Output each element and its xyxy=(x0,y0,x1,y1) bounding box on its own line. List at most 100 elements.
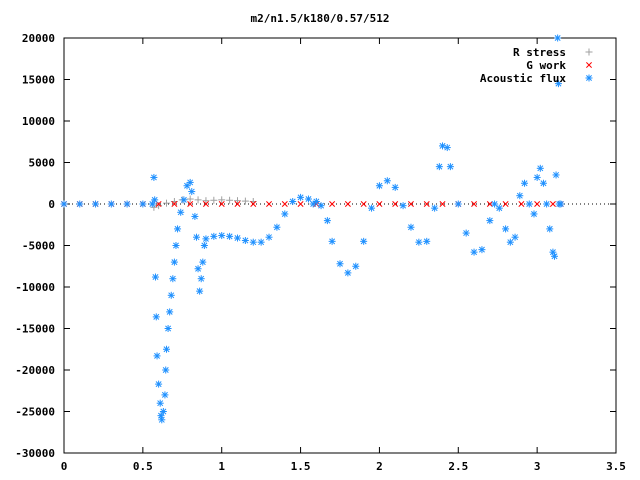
y-tick-label: -20000 xyxy=(15,364,55,377)
data-point xyxy=(249,238,257,246)
data-point xyxy=(162,366,170,374)
data-point xyxy=(435,163,443,171)
data-point xyxy=(502,225,510,233)
x-tick-label: 0 xyxy=(61,460,68,473)
data-point xyxy=(317,202,325,210)
data-point xyxy=(194,265,202,273)
x-tick-label: 3.5 xyxy=(606,460,626,473)
data-point xyxy=(375,182,383,190)
data-point xyxy=(486,217,494,225)
data-point xyxy=(543,200,551,208)
data-point xyxy=(336,260,344,268)
data-point xyxy=(478,246,486,254)
data-point xyxy=(391,183,399,191)
y-tick-label: 20000 xyxy=(22,32,55,45)
data-point xyxy=(76,200,84,208)
data-point xyxy=(107,200,115,208)
data-point xyxy=(159,408,167,415)
data-point xyxy=(557,200,565,208)
data-point xyxy=(539,179,547,187)
data-point xyxy=(431,204,439,212)
data-point xyxy=(187,201,194,207)
data-point xyxy=(218,196,226,204)
legend-marker xyxy=(585,74,593,82)
data-point xyxy=(265,233,273,241)
data-point xyxy=(241,237,249,245)
data-point xyxy=(171,201,178,207)
data-point xyxy=(191,212,199,220)
data-point xyxy=(518,201,525,207)
data-point xyxy=(534,201,541,207)
y-tick-label: -15000 xyxy=(15,323,55,336)
data-point xyxy=(297,193,305,201)
data-point xyxy=(530,210,538,218)
data-point xyxy=(550,252,558,260)
x-tick-label: 1 xyxy=(218,460,225,473)
y-tick-label: -25000 xyxy=(15,406,55,419)
data-point xyxy=(443,144,451,152)
data-point xyxy=(281,201,288,207)
data-point xyxy=(368,204,376,212)
data-point xyxy=(139,200,147,208)
x-tick-label: 2.5 xyxy=(448,460,468,473)
y-tick-label: -10000 xyxy=(15,281,55,294)
data-point xyxy=(323,217,331,225)
data-point xyxy=(153,352,161,360)
data-point xyxy=(549,201,556,207)
data-point xyxy=(218,201,225,207)
data-point xyxy=(152,313,160,321)
data-point xyxy=(546,225,554,233)
data-point xyxy=(407,223,415,231)
data-point xyxy=(166,308,174,316)
data-point xyxy=(257,238,265,246)
data-point xyxy=(304,195,312,203)
data-point xyxy=(360,201,367,207)
data-point xyxy=(202,201,209,207)
data-point xyxy=(180,196,188,204)
data-point xyxy=(297,201,304,207)
y-tick-label: 10000 xyxy=(22,115,55,128)
data-point xyxy=(552,171,560,179)
data-point xyxy=(60,200,68,208)
data-point xyxy=(289,198,297,206)
y-tick-label: 0 xyxy=(48,198,55,211)
data-point xyxy=(172,242,180,249)
x-tick-label: 3 xyxy=(534,460,541,473)
data-point xyxy=(150,173,158,181)
x-tick-label: 2 xyxy=(376,460,383,473)
data-point xyxy=(495,204,503,212)
data-point xyxy=(344,269,352,277)
data-point xyxy=(328,237,336,245)
data-point xyxy=(234,201,241,207)
data-point xyxy=(549,248,557,256)
data-point xyxy=(167,291,175,299)
data-point xyxy=(439,142,447,150)
data-point xyxy=(281,210,289,218)
legend-label: Acoustic flux xyxy=(480,72,566,85)
data-point xyxy=(210,232,218,240)
data-point xyxy=(226,232,234,240)
data-point xyxy=(273,223,281,231)
y-tick-label: 5000 xyxy=(29,157,56,170)
x-tick-label: 0.5 xyxy=(133,460,153,473)
data-point xyxy=(163,345,171,353)
data-point xyxy=(250,201,257,207)
data-point xyxy=(439,201,446,207)
legend-label: G work xyxy=(526,59,566,72)
series-r-stress xyxy=(150,195,257,211)
data-point xyxy=(151,196,159,204)
y-tick-label: -30000 xyxy=(15,447,55,460)
data-point xyxy=(226,196,234,204)
data-point xyxy=(161,391,169,399)
data-point xyxy=(233,197,241,205)
data-point xyxy=(423,201,430,207)
data-point xyxy=(491,200,499,208)
data-point xyxy=(521,179,529,187)
data-point xyxy=(233,234,241,242)
data-point xyxy=(170,258,178,266)
series-acoustic-flux xyxy=(60,34,565,424)
data-point xyxy=(533,173,541,181)
data-point xyxy=(164,325,172,332)
data-point xyxy=(200,242,208,249)
